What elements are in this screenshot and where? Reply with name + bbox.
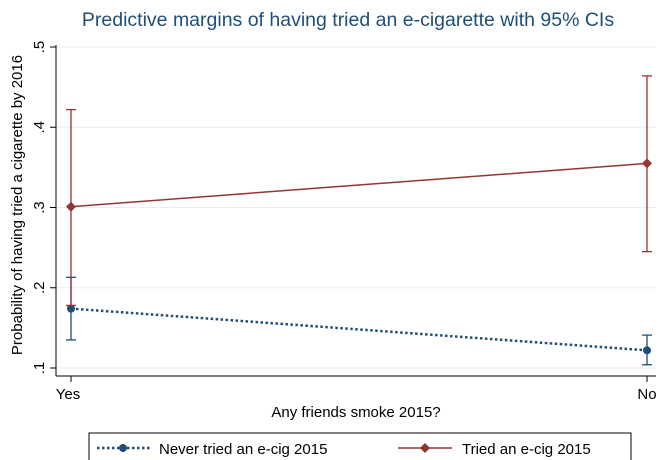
chart-title: Predictive margins of having tried an e-…	[82, 9, 614, 31]
series-1	[66, 75, 652, 307]
y-tick-label: .2	[31, 281, 48, 294]
y-tick-label: .1	[31, 362, 48, 375]
series-line	[70, 307, 648, 352]
y-tick-label: .5	[31, 41, 48, 54]
y-axis-label: Probability of having tried a cigarette …	[9, 55, 26, 355]
data-point	[67, 304, 75, 313]
plot-area	[56, 45, 656, 376]
data-point	[66, 201, 76, 212]
series-layer	[66, 75, 652, 366]
x-axis-label: Any friends smoke 2015?	[271, 404, 440, 421]
series-line	[70, 162, 648, 208]
legend-label-tried: Tried an e-cig 2015	[462, 441, 591, 458]
x-tick-label: Yes	[56, 386, 80, 403]
x-tick-label: No	[637, 386, 656, 403]
y-ticks: .1 .2 .3 .4 .5	[31, 41, 56, 375]
y-tick-label: .3	[31, 201, 48, 214]
legend-marker-tried	[420, 443, 430, 453]
data-point	[642, 158, 652, 169]
data-point	[643, 346, 651, 355]
legend-box	[88, 432, 632, 460]
legend-marker-never	[119, 444, 127, 452]
legend-label-never: Never tried an e-cig 2015	[159, 441, 327, 458]
x-ticks: Yes No	[56, 376, 657, 403]
legend: Never tried an e-cig 2015 Tried an e-cig…	[88, 432, 632, 460]
y-tick-label: .4	[31, 121, 48, 134]
grid	[56, 46, 656, 369]
